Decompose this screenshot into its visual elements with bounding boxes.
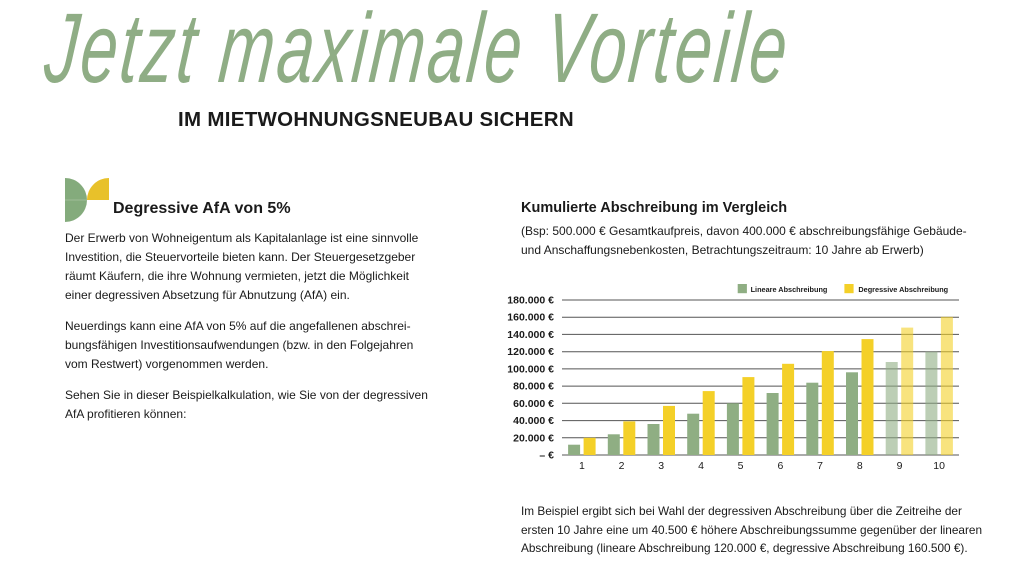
svg-text:80.000 €: 80.000 € [513,381,554,393]
svg-text:1: 1 [579,460,585,472]
svg-text:5: 5 [738,460,744,472]
svg-text:6: 6 [777,460,783,472]
svg-text:60.000 €: 60.000 € [513,398,554,410]
svg-text:– €: – € [539,450,554,462]
svg-text:120.000 €: 120.000 € [507,346,554,358]
svg-text:9: 9 [897,460,903,472]
svg-text:2: 2 [619,460,625,472]
svg-text:8: 8 [857,460,863,472]
svg-text:7: 7 [817,460,823,472]
svg-text:10: 10 [933,460,945,472]
svg-text:3: 3 [658,460,664,472]
svg-text:140.000 €: 140.000 € [507,329,554,341]
svg-text:Degressive Abschreibung: Degressive Abschreibung [858,285,948,294]
svg-text:180.000 €: 180.000 € [507,295,554,307]
svg-text:100.000 €: 100.000 € [507,363,554,375]
svg-text:20.000 €: 20.000 € [513,432,554,444]
svg-text:4: 4 [698,460,704,472]
svg-text:Lineare Abschreibung: Lineare Abschreibung [751,285,828,294]
svg-text:40.000 €: 40.000 € [513,415,554,427]
svg-text:160.000 €: 160.000 € [507,312,554,324]
